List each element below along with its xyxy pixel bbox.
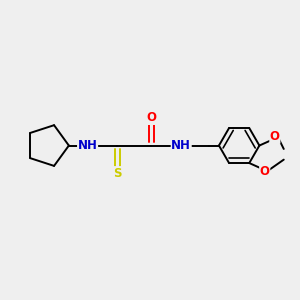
Text: O: O	[146, 111, 157, 124]
Text: S: S	[113, 167, 122, 180]
Text: NH: NH	[78, 139, 98, 152]
Text: NH: NH	[171, 139, 191, 152]
Text: O: O	[260, 166, 270, 178]
Text: O: O	[270, 130, 280, 143]
